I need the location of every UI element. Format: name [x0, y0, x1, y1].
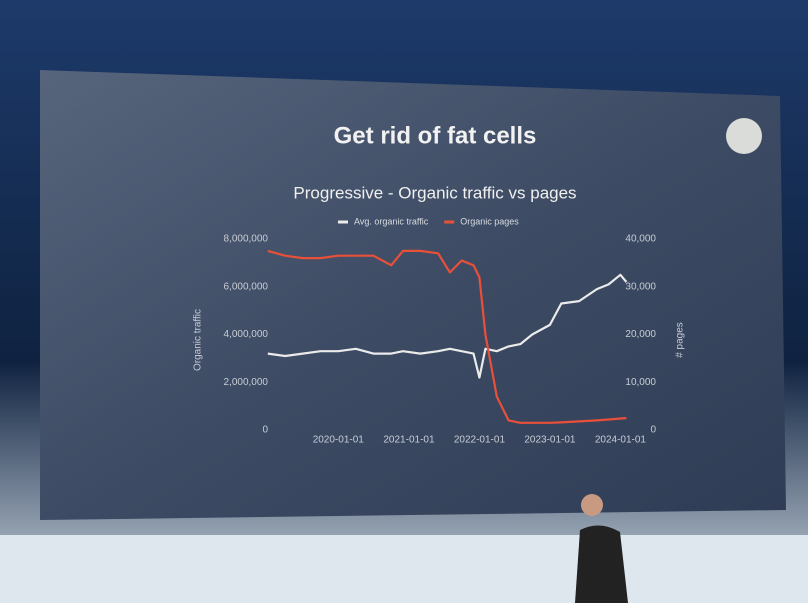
y2-tick-label: 0	[650, 425, 656, 436]
windows	[0, 535, 808, 603]
x-tick-label: 2024-01-01	[595, 435, 647, 446]
y-tick-label: 4,000,000	[224, 329, 269, 340]
x-tick-label: 2020-01-01	[313, 435, 365, 446]
y-tick-label: 6,000,000	[224, 281, 269, 292]
slide-title: Get rid of fat cells	[334, 122, 537, 149]
y2-axis-label: # pages	[675, 322, 686, 358]
legend-label: Avg. organic traffic	[354, 216, 429, 226]
legend-label: Organic pages	[460, 216, 519, 226]
y2-tick-label: 40,000	[625, 234, 656, 245]
series-line	[267, 273, 628, 379]
y-tick-label: 2,000,000	[224, 377, 269, 388]
y-tick-label: 8,000,000	[224, 234, 269, 245]
y2-tick-label: 30,000	[625, 281, 656, 292]
y-tick-label: 0	[262, 425, 268, 436]
y2-tick-label: 10,000	[625, 377, 656, 388]
logo	[726, 118, 762, 154]
x-tick-label: 2022-01-01	[454, 435, 506, 446]
chart-title: Progressive - Organic traffic vs pages	[293, 183, 576, 202]
y-axis-label: Organic traffic	[193, 309, 204, 371]
y2-tick-label: 20,000	[625, 329, 656, 340]
series-line	[267, 249, 627, 424]
x-tick-label: 2021-01-01	[383, 435, 435, 446]
speaker	[575, 525, 628, 603]
speaker-head	[581, 494, 603, 516]
slide	[40, 70, 786, 520]
x-tick-label: 2023-01-01	[524, 435, 576, 446]
